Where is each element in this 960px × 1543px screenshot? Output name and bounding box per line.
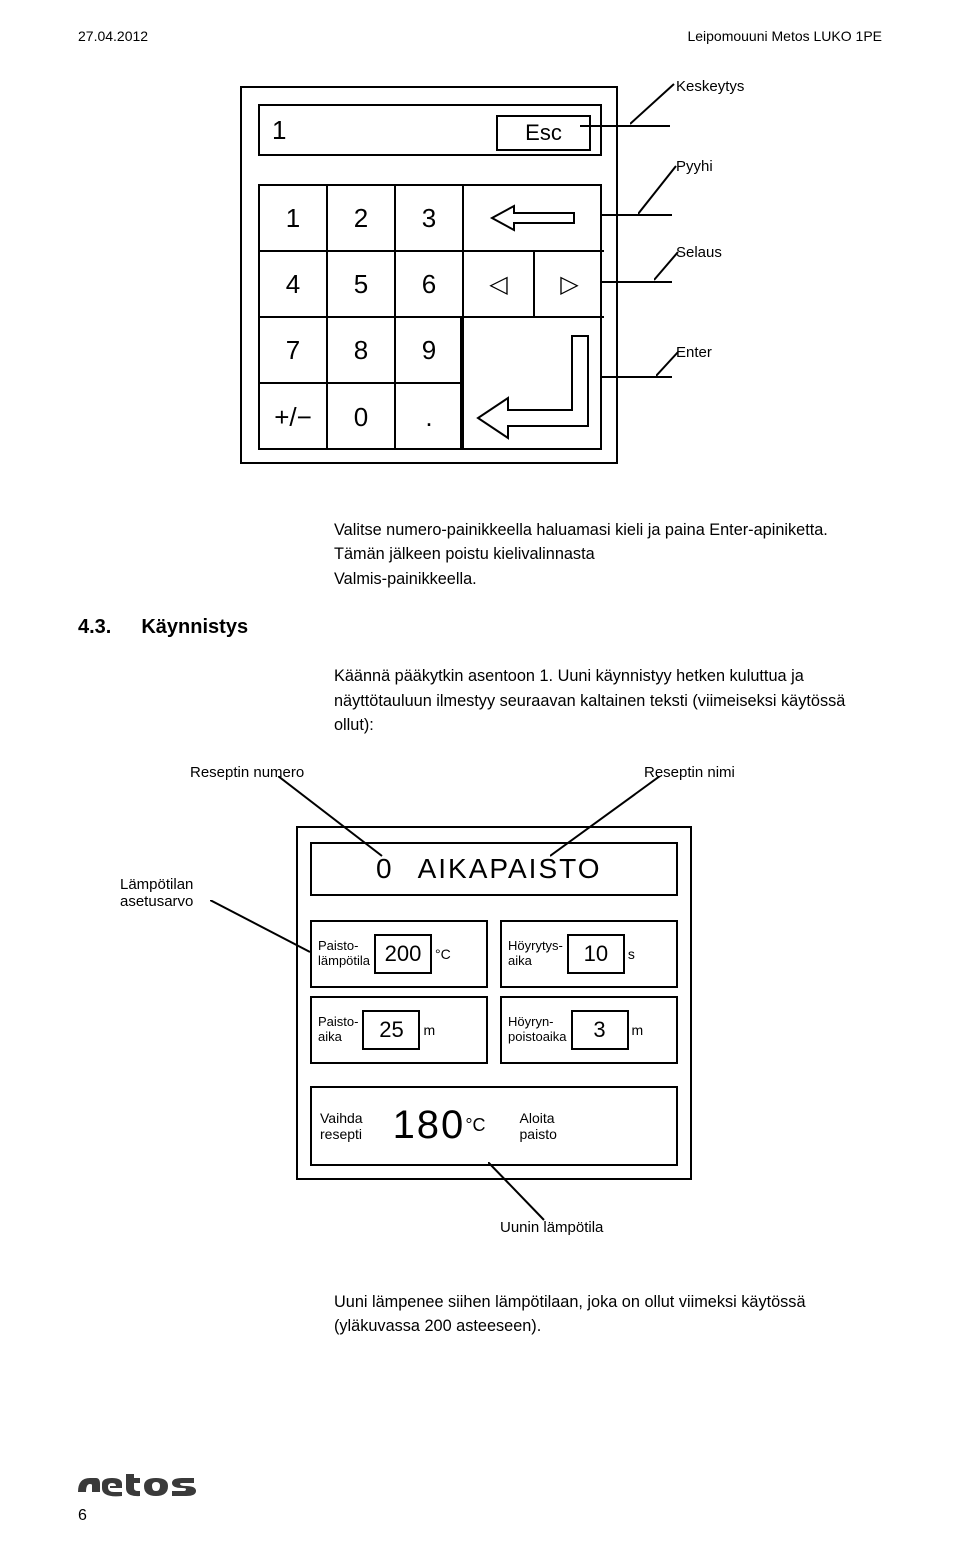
- keypad-figure: 1 Esc 1 2 3 4 5 6: [160, 86, 800, 486]
- display-value: 1: [272, 115, 286, 146]
- enter-arrow-icon: [462, 318, 602, 450]
- section-number: 4.3.: [78, 616, 111, 639]
- paragraph-3: Uuni lämpenee siihen lämpötilaan, joka o…: [334, 1290, 877, 1339]
- paragraph-2: Käännä pääkytkin asentoon 1. Uuni käynni…: [334, 664, 877, 737]
- page-number: 6: [78, 1507, 87, 1525]
- section-title: Käynnistys: [141, 616, 248, 639]
- box-hoyrytysaika: Höyrytys- aika 10 s: [500, 920, 678, 988]
- key-7[interactable]: 7: [260, 318, 328, 384]
- paragraph-1: Valitse numero-painikkeella haluamasi ki…: [334, 518, 877, 591]
- leader-line: [656, 348, 688, 380]
- key-5[interactable]: 5: [328, 252, 396, 318]
- panel-top-row: 0 AIKAPAISTO: [310, 842, 678, 896]
- display-panel-figure: Reseptin numero Reseptin nimi Lämpötilan…: [120, 764, 840, 1264]
- key-dot[interactable]: .: [396, 384, 464, 450]
- arrow-left-icon: [484, 201, 584, 235]
- header-doc: Leipomouuni Metos LUKO 1PE: [687, 28, 882, 44]
- label-lampotilan-asetusarvo: Lämpötilan asetusarvo: [120, 876, 193, 910]
- esc-button[interactable]: Esc: [496, 115, 591, 151]
- nav-right-button[interactable]: ▷: [535, 252, 604, 316]
- key-9[interactable]: 9: [396, 318, 464, 384]
- key-plusminus[interactable]: +/−: [260, 384, 328, 450]
- leader-line: [654, 248, 692, 284]
- leader-line: [638, 162, 688, 218]
- key-2[interactable]: 2: [328, 186, 396, 252]
- header-date: 27.04.2012: [78, 28, 148, 44]
- key-3[interactable]: 3: [396, 186, 464, 252]
- box-hoyrynpoistoaika: Höyryn- poistoaika 3 m: [500, 996, 678, 1064]
- key-8[interactable]: 8: [328, 318, 396, 384]
- panel-bottom-row: Vaihda resepti 180°C Aloita paisto: [310, 1086, 678, 1166]
- key-1[interactable]: 1: [260, 186, 328, 252]
- label-keskeytys: Keskeytys: [676, 78, 744, 95]
- key-4[interactable]: 4: [260, 252, 328, 318]
- metos-logo: [78, 1464, 248, 1503]
- box-paistoaika: Paisto- aika 25 m: [310, 996, 488, 1064]
- box-paistolampotila: Paisto- lämpötila 200 °C: [310, 920, 488, 988]
- key-0[interactable]: 0: [328, 384, 396, 450]
- nav-left-button[interactable]: ◁: [464, 252, 535, 316]
- key-6[interactable]: 6: [396, 252, 464, 318]
- backspace-button[interactable]: [464, 186, 604, 252]
- leader-line: [630, 80, 686, 130]
- leader-line: [488, 1162, 558, 1226]
- enter-button[interactable]: [460, 318, 600, 450]
